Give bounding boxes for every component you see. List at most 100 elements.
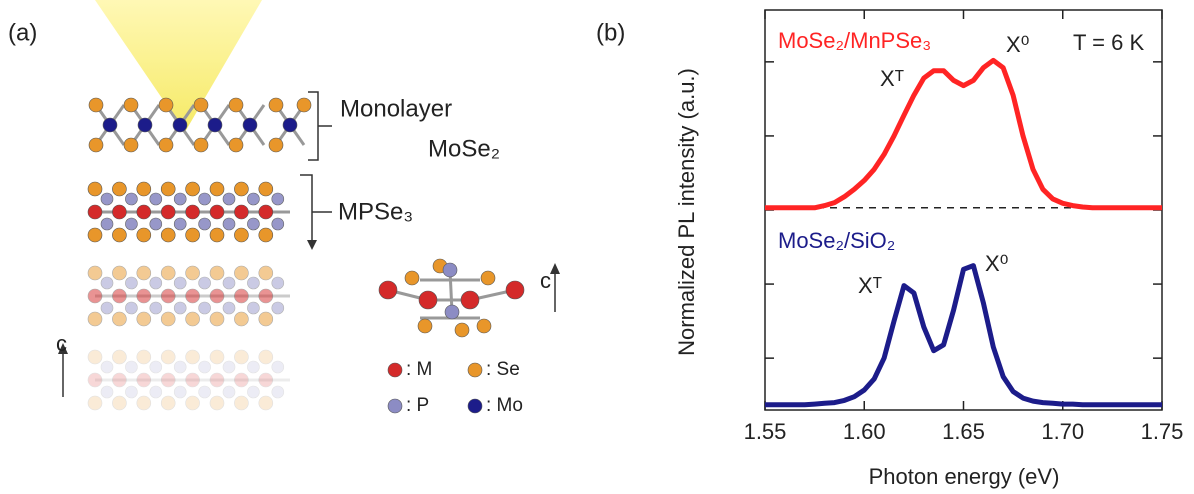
atom xyxy=(112,312,126,326)
arrow-head xyxy=(307,240,317,250)
atom xyxy=(88,266,102,280)
atom xyxy=(234,289,248,303)
atom xyxy=(150,361,162,373)
atom xyxy=(259,205,273,219)
atom xyxy=(125,218,137,230)
atom xyxy=(161,228,175,242)
atom xyxy=(124,98,138,112)
pl-curve xyxy=(765,60,1162,207)
diagram-label: Monolayer xyxy=(340,95,452,122)
atom xyxy=(223,218,235,230)
atom xyxy=(112,396,126,410)
atom xyxy=(161,373,175,387)
structure-diagram: Monolayer MoSe₂ MPSe₃ c c : M : Se : P :… xyxy=(56,0,560,416)
atom xyxy=(101,361,113,373)
atom xyxy=(445,305,459,319)
atom xyxy=(125,386,137,398)
atom xyxy=(112,373,126,387)
atom xyxy=(210,228,224,242)
atom xyxy=(199,193,211,205)
atom xyxy=(259,312,273,326)
axis-label: c xyxy=(56,331,67,356)
atom xyxy=(199,218,211,230)
atom xyxy=(388,399,402,413)
annotation: Xᵀ xyxy=(858,273,882,298)
atom xyxy=(194,98,208,112)
atom xyxy=(297,98,311,112)
atom xyxy=(419,291,437,309)
atom xyxy=(137,182,151,196)
atom xyxy=(506,281,524,299)
legend-label: : Se xyxy=(486,359,520,380)
atom xyxy=(234,228,248,242)
atom xyxy=(88,350,102,364)
atom xyxy=(137,396,151,410)
atom xyxy=(186,289,200,303)
atom xyxy=(210,266,224,280)
atom xyxy=(161,396,175,410)
atom xyxy=(234,373,248,387)
page: {"panel_labels": ["(a)", "(b)"], "diagra… xyxy=(0,0,1194,494)
atom xyxy=(247,277,259,289)
atom xyxy=(137,205,151,219)
atom xyxy=(161,312,175,326)
x-tick-label: 1.55 xyxy=(744,419,787,444)
atom xyxy=(150,193,162,205)
legend-label: : M xyxy=(406,359,432,380)
atom xyxy=(137,289,151,303)
atom xyxy=(210,205,224,219)
annotation: X⁰ xyxy=(1006,32,1030,57)
atom xyxy=(234,182,248,196)
atom xyxy=(88,396,102,410)
atom xyxy=(199,386,211,398)
atom xyxy=(89,138,103,152)
atom xyxy=(418,319,432,333)
atom xyxy=(272,302,284,314)
atom xyxy=(89,98,103,112)
atom xyxy=(443,263,457,277)
atom xyxy=(112,350,126,364)
atom xyxy=(229,138,243,152)
atom xyxy=(208,118,222,132)
atom xyxy=(125,302,137,314)
diagram-label: MoSe₂ xyxy=(428,135,500,162)
pl-chart: Photon energy (eV) Normalized PL intensi… xyxy=(674,10,1184,489)
atom xyxy=(150,302,162,314)
atom xyxy=(247,361,259,373)
panel-label: (a) xyxy=(8,19,37,46)
atom xyxy=(234,205,248,219)
arrow-head xyxy=(550,263,560,274)
atom xyxy=(125,277,137,289)
x-tick-label: 1.70 xyxy=(1041,419,1084,444)
atom xyxy=(112,266,126,280)
atom xyxy=(150,277,162,289)
figure: (a) (b) Monolayer MoSe₂ MPSe₃ c c : M : … xyxy=(0,0,1194,494)
atom xyxy=(173,118,187,132)
atom xyxy=(455,323,469,337)
atom xyxy=(247,302,259,314)
atom xyxy=(272,277,284,289)
atom xyxy=(88,228,102,242)
atom xyxy=(269,98,283,112)
atom xyxy=(210,182,224,196)
atom xyxy=(101,302,113,314)
atom xyxy=(186,228,200,242)
atom xyxy=(461,291,479,309)
atom xyxy=(174,193,186,205)
x-tick-label: 1.60 xyxy=(843,419,886,444)
atom xyxy=(101,193,113,205)
atom xyxy=(137,266,151,280)
series-label: MoSe₂/MnPSe₃ xyxy=(778,28,931,53)
atom xyxy=(186,182,200,196)
atom xyxy=(272,361,284,373)
atom xyxy=(259,289,273,303)
atom xyxy=(125,193,137,205)
atom xyxy=(229,98,243,112)
atom xyxy=(234,312,248,326)
atom xyxy=(124,138,138,152)
atom xyxy=(161,266,175,280)
atom xyxy=(174,277,186,289)
atom xyxy=(159,98,173,112)
atom xyxy=(223,361,235,373)
atom xyxy=(137,228,151,242)
